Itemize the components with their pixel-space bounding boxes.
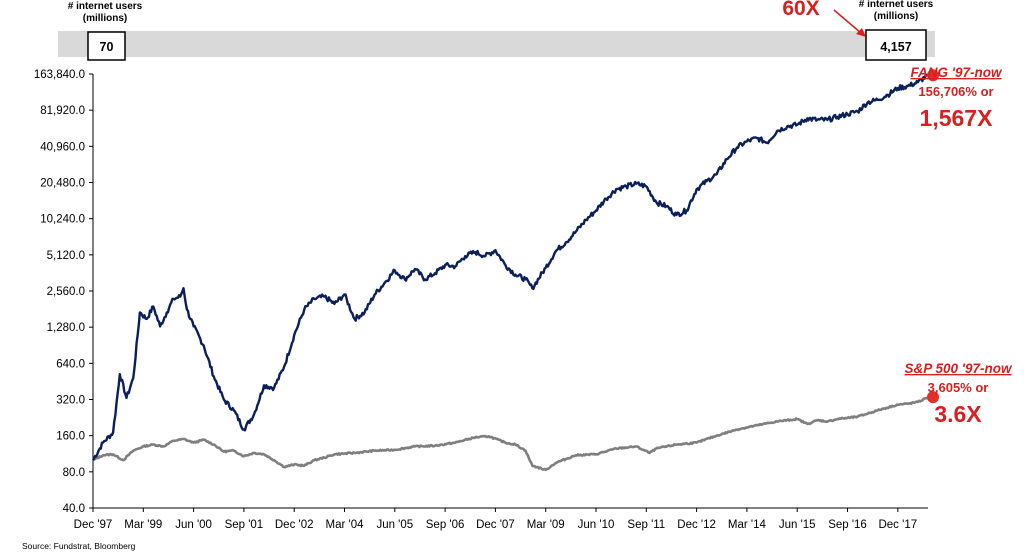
y-tick-label: 5,120.0 (47, 250, 85, 262)
fang-end-marker (927, 69, 939, 82)
x-tick-label: Sep '01 (225, 519, 264, 531)
fang-annotation-pct: 156,706% or (918, 84, 993, 99)
users-label-right-line2: (millions) (874, 11, 918, 22)
x-tick-label: Mar '04 (326, 519, 365, 531)
x-tick-label: Dec '07 (476, 519, 515, 531)
users-multiple-arrow (833, 9, 862, 34)
y-tick-label: 1,280.0 (47, 322, 85, 334)
users-label-left-line1: # internet users (68, 1, 143, 12)
users-label-right-line1: # internet users (859, 0, 934, 10)
users-box-right (865, 29, 927, 61)
x-tick-label: Dec '17 (878, 519, 917, 531)
header-band (58, 31, 935, 57)
x-tick-group: Dec '97 Mar '99 Jun '00 Sep '01 Dec '02 Mar '… (74, 508, 917, 531)
y-tick-label: 2,560.0 (47, 286, 85, 298)
x-tick-label: Mar '14 (728, 519, 767, 531)
y-tick-label: 81,920.0 (40, 105, 85, 117)
series-line-fang (91, 73, 929, 461)
users-label-left-line2: (millions) (83, 13, 127, 24)
x-tick-label: Dec '02 (275, 519, 314, 531)
x-tick-label: Sep '06 (426, 519, 465, 531)
x-tick-label: Jun '10 (578, 519, 615, 531)
y-tick-label: 40.0 (63, 503, 85, 515)
y-tick-label: 80.0 (63, 467, 85, 479)
series-line-sp500 (92, 396, 929, 472)
fang-annotation-title: FANG '97-now (911, 65, 1003, 80)
users-value-left: 70 (100, 40, 114, 54)
users-value-right: 4,157 (880, 40, 911, 54)
sp500-annotation-title: S&P 500 '97-now (905, 361, 1013, 376)
y-tick-group: 40.0 80.0 160.0 320.0 640.0 1,280.0 2,560.0 5,1… (34, 69, 93, 515)
y-tick-label: 320.0 (56, 395, 85, 407)
x-tick-label: Mar '09 (527, 519, 565, 531)
source-note: Source: Fundstrat, Bloomberg (22, 541, 136, 551)
sp500-annotation-multiple: 3.6X (934, 401, 982, 427)
x-tick-label: Jun '00 (175, 519, 212, 531)
users-box-left (87, 31, 126, 61)
y-tick-label: 40,960.0 (40, 141, 85, 153)
sp500-end-marker (927, 391, 939, 404)
users-multiple-arrowhead (856, 28, 866, 37)
fang-annotation-multiple: 1,567X (920, 105, 994, 131)
x-tick-label: Dec '97 (74, 519, 113, 531)
y-tick-label: 163,840.0 (34, 69, 85, 81)
sp500-annotation-pct: 3,605% or (928, 380, 989, 395)
x-tick-label: Mar '99 (124, 519, 162, 531)
x-tick-label: Sep '11 (627, 519, 665, 531)
internet-users-header: # internet users (millions) 70 # interne… (58, 0, 935, 61)
sp500-annotation: S&P 500 '97-now 3,605% or 3.6X (905, 361, 1013, 427)
y-tick-label: 640.0 (56, 358, 85, 370)
users-multiple-label: 60X (782, 0, 819, 20)
y-tick-label: 10,240.0 (40, 214, 85, 226)
x-tick-label: Jun '05 (376, 519, 413, 531)
x-tick-label: Jun '15 (779, 519, 816, 531)
x-tick-label: Dec '12 (677, 519, 716, 531)
fang-annotation: FANG '97-now 156,706% or 1,567X (911, 65, 1003, 131)
y-tick-label: 20,480.0 (40, 178, 85, 190)
x-tick-label: Sep '16 (828, 519, 867, 531)
y-tick-label: 160.0 (56, 431, 85, 443)
